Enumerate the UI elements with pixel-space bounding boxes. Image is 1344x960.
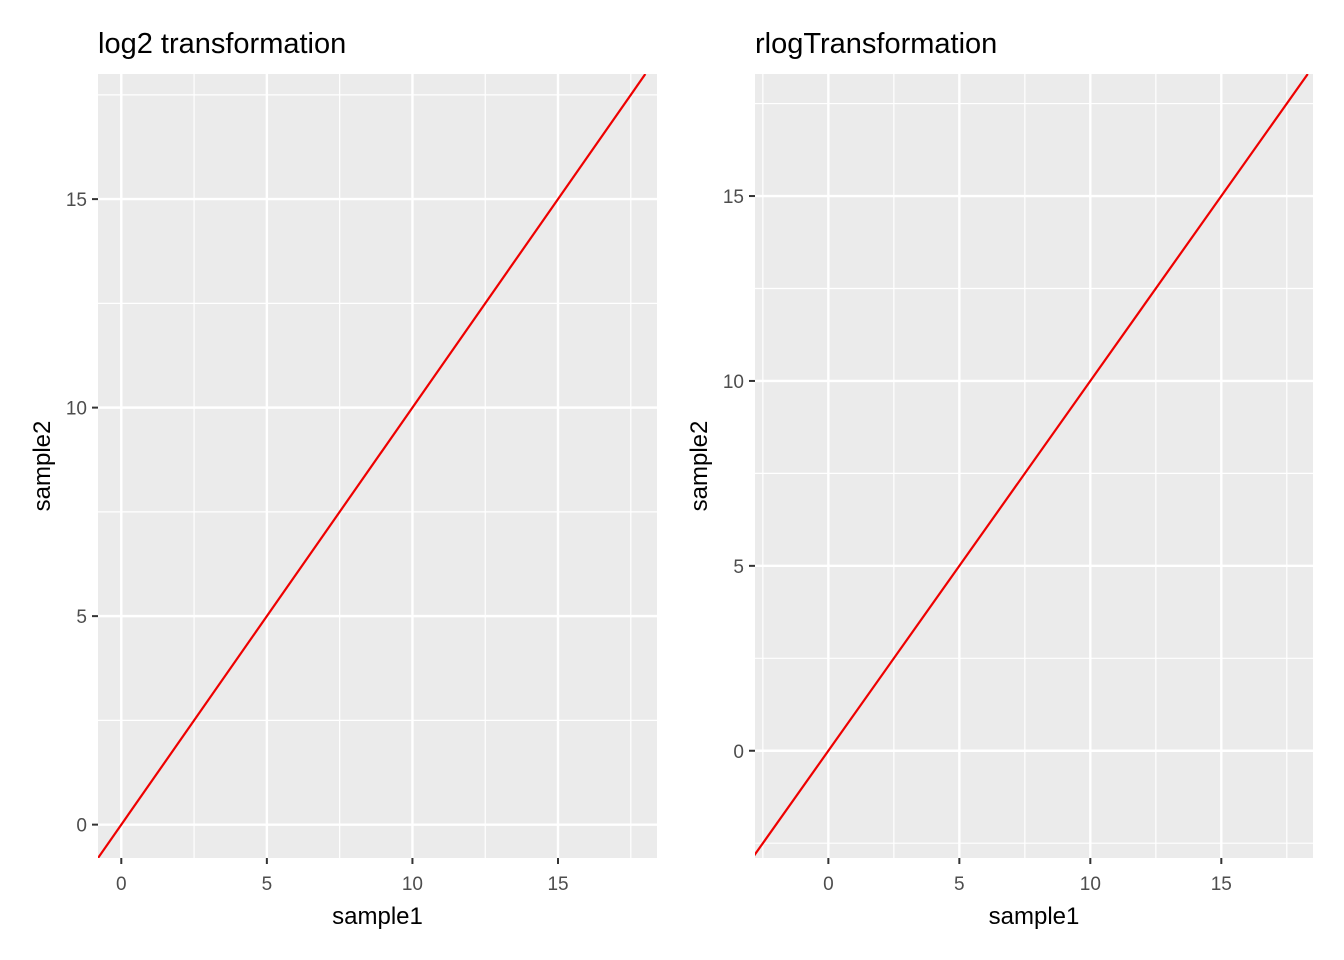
x-tick-label: 15 bbox=[1211, 874, 1232, 895]
x-tick-label: 0 bbox=[116, 874, 127, 895]
y-tick-label: 5 bbox=[76, 607, 87, 628]
chart-panel-2: 0 5 10 15 0 5 10 15 rlogTransformation sample1 sam… bbox=[686, 28, 1313, 930]
y-tick-label: 10 bbox=[723, 372, 744, 393]
x-tick-label: 5 bbox=[954, 874, 965, 895]
identity-line bbox=[755, 74, 1309, 857]
identity-line bbox=[98, 74, 647, 858]
chart-panel-1: 0 5 10 15 0 5 10 15 log2 transformation sample1 sa… bbox=[29, 28, 657, 930]
y-tick-label: 10 bbox=[66, 399, 87, 420]
x-tick-label: 0 bbox=[823, 874, 834, 895]
x-tick-label: 15 bbox=[547, 874, 568, 895]
x-axis-title: sample1 bbox=[332, 903, 423, 930]
chart-title: log2 transformation bbox=[98, 28, 346, 60]
x-axis-title: sample1 bbox=[989, 903, 1080, 930]
x-tick-label: 10 bbox=[1080, 874, 1101, 895]
y-tick-label: 5 bbox=[733, 557, 744, 578]
panel-background bbox=[98, 74, 657, 858]
y-tick-label: 0 bbox=[733, 742, 744, 763]
panel-background bbox=[755, 74, 1313, 858]
y-axis-title: sample2 bbox=[29, 421, 56, 512]
y-axis-title: sample2 bbox=[686, 421, 713, 512]
x-tick-label: 10 bbox=[402, 874, 423, 895]
x-tick-label: 5 bbox=[262, 874, 273, 895]
y-tick-label: 15 bbox=[723, 187, 744, 208]
y-tick-label: 0 bbox=[76, 816, 87, 837]
chart-title: rlogTransformation bbox=[755, 28, 997, 60]
y-tick-label: 15 bbox=[66, 190, 87, 211]
